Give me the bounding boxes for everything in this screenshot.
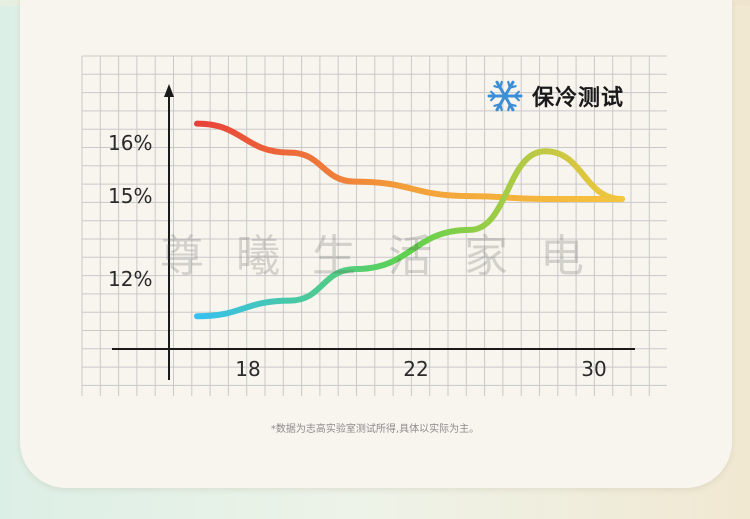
- snowflake-branch: [507, 103, 511, 112]
- watermark-text: 尊曦生活家电: [160, 231, 616, 282]
- y-tick-label: 15%: [108, 184, 152, 208]
- y-tick-label: 12%: [108, 267, 152, 291]
- x-tick-label: 18: [235, 357, 260, 381]
- chart-title: 保冷测试: [532, 86, 625, 111]
- tick-labels: 16% 15% 12% 18 22 30: [108, 131, 607, 381]
- series-line: [194, 148, 625, 320]
- axes: [112, 84, 635, 380]
- y-tick-label: 16%: [108, 131, 152, 155]
- y-axis-arrow: [164, 84, 174, 97]
- grid: [81, 55, 667, 396]
- snowflake-arm: [495, 80, 507, 98]
- snowflake-arm: [495, 94, 507, 112]
- snowflake-branch: [508, 85, 517, 89]
- series-line: [194, 120, 625, 203]
- footnote: *数据为志高实验室测试所得,具体以实际为主。: [270, 424, 480, 435]
- snowflake-arm: [503, 94, 515, 112]
- series-layer: [194, 120, 625, 320]
- snowflake-branch: [493, 103, 502, 107]
- snowflake-branch: [499, 80, 503, 89]
- x-tick-label: 30: [581, 357, 606, 381]
- x-tick-label: 22: [403, 357, 428, 381]
- snowflake-icon: [487, 80, 523, 112]
- chart-card: [20, 0, 732, 488]
- snowflake-arm: [503, 80, 515, 98]
- snowflake-branch: [490, 90, 497, 98]
- snowflake-branch: [513, 94, 520, 102]
